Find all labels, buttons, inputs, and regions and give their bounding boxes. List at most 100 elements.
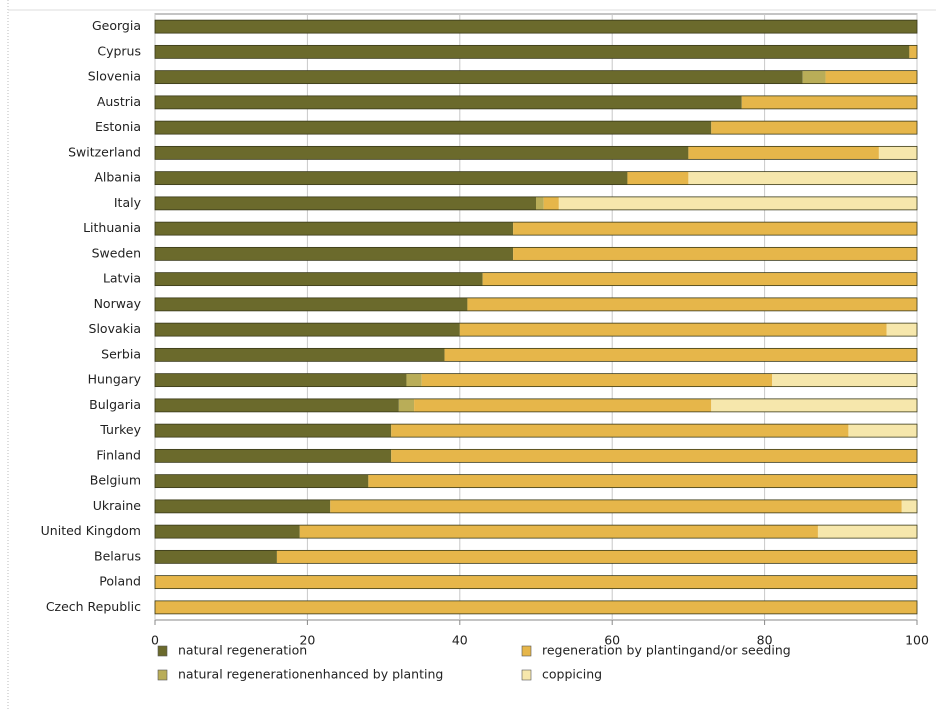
bar-outline [154, 272, 918, 287]
bar-outline [154, 524, 918, 539]
bar-outline [154, 448, 918, 463]
y-tick-label: Cyprus [97, 43, 141, 58]
bar-outline [154, 474, 918, 489]
bar-segment [155, 398, 399, 412]
legend-swatch [521, 645, 532, 657]
bar-segment [155, 222, 514, 236]
legend-label: regeneration by plantingand/or seeding [542, 643, 791, 658]
bar-segment [414, 398, 712, 412]
bar-segment [543, 196, 559, 210]
y-tick-label: Poland [99, 574, 141, 589]
y-tick-label: Serbia [101, 346, 141, 361]
bar-segment [406, 373, 422, 387]
y-tick-label: Slovakia [89, 321, 141, 336]
x-tick-label: 40 [452, 633, 468, 648]
bar-segment [802, 70, 826, 84]
legend-label: coppicing [542, 667, 602, 682]
bar-segment [155, 550, 277, 564]
bar-segment [155, 272, 483, 286]
bar-segment [391, 449, 918, 463]
y-tick-label: Slovenia [88, 69, 141, 84]
y-tick-label: Latvia [103, 271, 141, 286]
bar-segment [825, 70, 917, 84]
legend-swatch [157, 669, 168, 681]
legend-label: natural regenerationenhanced by planting [178, 667, 443, 682]
y-tick-label: Norway [94, 296, 142, 311]
bar-segment [391, 424, 849, 438]
bar-segment [155, 146, 689, 160]
bar-outline [154, 19, 918, 34]
bar-segment [155, 171, 628, 185]
bar-segment [155, 449, 392, 463]
legend-swatch [157, 645, 168, 657]
bar-outline [154, 575, 918, 590]
y-tick-label: Turkey [99, 422, 141, 437]
bar-outline [154, 171, 918, 186]
x-tick-label: 60 [604, 633, 620, 648]
bar-outline [154, 600, 918, 615]
bar-segment [155, 95, 742, 109]
bar-outline [154, 373, 918, 388]
bar-segment [467, 297, 917, 311]
y-tick-label: Belgium [90, 473, 141, 488]
y-tick-label: United Kingdom [41, 523, 141, 538]
bar-outline [154, 347, 918, 362]
bar-segment [711, 398, 917, 412]
bar-segment [155, 247, 514, 261]
bar-segment [276, 550, 917, 564]
bar-segment [513, 222, 917, 236]
x-tick-label: 80 [757, 633, 773, 648]
bar-outline [154, 322, 918, 337]
y-tick-label: Hungary [88, 372, 142, 387]
bar-segment [482, 272, 917, 286]
bar-segment [155, 45, 910, 59]
bar-segment [155, 424, 392, 438]
bar-segment [909, 45, 917, 59]
y-tick-label: Czech Republic [46, 599, 141, 614]
y-tick-label: Austria [97, 94, 141, 109]
bar-outline [154, 95, 918, 110]
bar-segment [627, 171, 689, 185]
bar-segment [155, 70, 803, 84]
bar-outline [154, 120, 918, 135]
x-tick-label: 20 [299, 633, 315, 648]
bar-segment [155, 196, 536, 210]
bar-segment [558, 196, 917, 210]
bar-segment [817, 525, 917, 539]
bar-outline [154, 246, 918, 261]
bar-outline [154, 70, 918, 85]
bar-segment [741, 95, 917, 109]
bar-segment [688, 171, 917, 185]
legend-label: natural regeneration [178, 643, 307, 658]
y-tick-label: Bulgaria [89, 397, 141, 412]
bar-segment [155, 297, 468, 311]
bar-segment [155, 20, 917, 34]
x-tick-label: 100 [905, 633, 929, 648]
bar-segment [155, 575, 917, 589]
bar-segment [901, 499, 917, 513]
y-tick-label: Georgia [92, 18, 141, 33]
y-tick-label: Estonia [95, 119, 141, 134]
y-tick-label: Albania [94, 170, 141, 185]
bar-segment [459, 323, 887, 337]
bar-outline [154, 145, 918, 160]
bar-segment [299, 525, 818, 539]
bar-segment [155, 348, 445, 362]
bar-outline [154, 44, 918, 59]
x-tick-label: 0 [151, 633, 159, 648]
y-tick-label: Belarus [94, 548, 141, 563]
bar-segment [155, 121, 712, 135]
bar-segment [848, 424, 917, 438]
bar-segment [772, 373, 917, 387]
bar-outline [154, 423, 918, 438]
y-tick-label: Italy [114, 195, 142, 210]
bar-outline [154, 549, 918, 564]
bar-segment [421, 373, 773, 387]
bar-segment [536, 196, 544, 210]
bar-segment [886, 323, 917, 337]
bar-outline [154, 297, 918, 312]
bar-segment [398, 398, 415, 412]
bar-segment [155, 323, 460, 337]
plot-area [154, 13, 918, 621]
